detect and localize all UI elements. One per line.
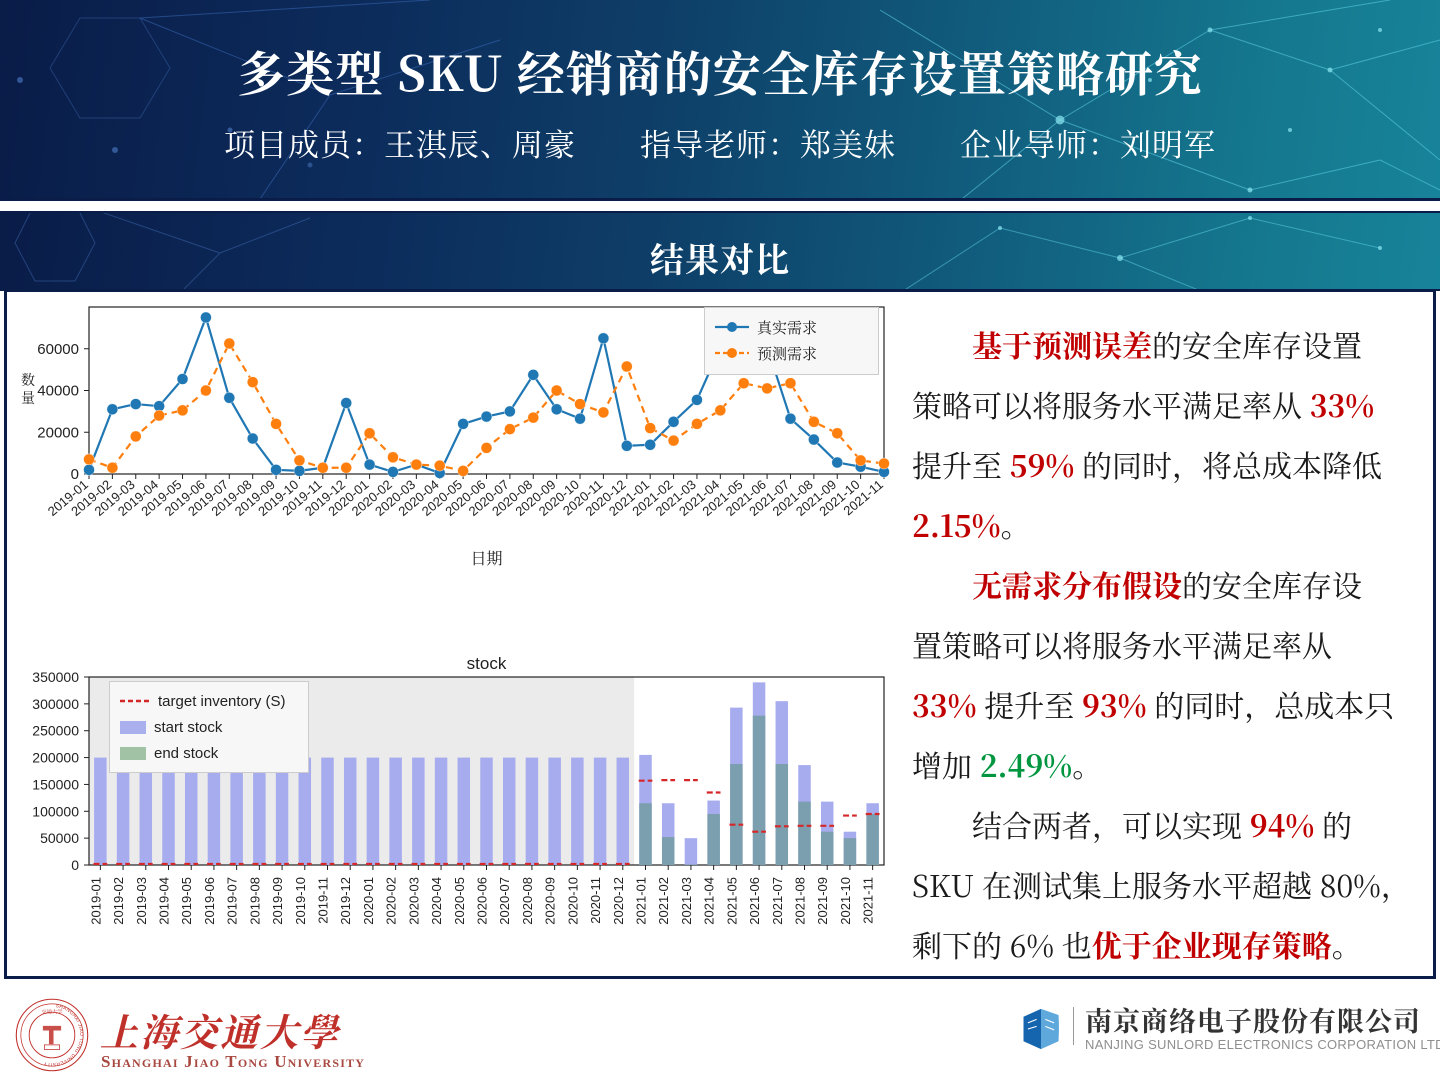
svg-text:数: 数 [21, 370, 35, 390]
svg-text:2019-10: 2019-10 [293, 877, 308, 925]
svg-text:60000: 60000 [37, 341, 79, 358]
svg-text:2019-04: 2019-04 [157, 877, 172, 925]
svg-text:2019-03: 2019-03 [134, 877, 149, 925]
svg-text:日期: 日期 [470, 546, 502, 569]
svg-text:100000: 100000 [32, 803, 79, 819]
svg-text:2020-08: 2020-08 [520, 877, 535, 925]
svg-text:300000: 300000 [32, 696, 79, 712]
svg-text:2020-07: 2020-07 [497, 877, 512, 925]
svg-text:2020-02: 2020-02 [384, 877, 399, 925]
svg-text:2021-09: 2021-09 [815, 877, 830, 925]
svg-text:200000: 200000 [32, 750, 79, 766]
svg-text:2020-06: 2020-06 [475, 877, 490, 925]
svg-text:20000: 20000 [37, 424, 79, 441]
svg-text:2021-08: 2021-08 [793, 877, 808, 925]
svg-text:stock: stock [467, 654, 507, 673]
svg-text:2021-01: 2021-01 [634, 877, 649, 925]
svg-text:2019-09: 2019-09 [270, 877, 285, 925]
svg-text:2020-01: 2020-01 [361, 877, 376, 925]
svg-text:2021-11: 2021-11 [861, 877, 876, 924]
svg-text:2021-10: 2021-10 [838, 877, 853, 925]
svg-text:350000: 350000 [32, 669, 79, 685]
svg-text:2019-11: 2019-11 [316, 877, 331, 924]
svg-text:0: 0 [71, 857, 79, 873]
svg-text:2019-06: 2019-06 [202, 877, 217, 925]
svg-text:2020-12: 2020-12 [611, 877, 626, 925]
svg-text:2019-05: 2019-05 [179, 877, 194, 925]
svg-text:40000: 40000 [37, 383, 79, 400]
svg-text:2020-04: 2020-04 [429, 877, 444, 925]
svg-text:150000: 150000 [32, 776, 79, 792]
svg-text:2019-08: 2019-08 [247, 877, 262, 925]
svg-text:2021-07: 2021-07 [770, 877, 785, 925]
svg-text:2020-05: 2020-05 [452, 877, 467, 925]
svg-text:250000: 250000 [32, 723, 79, 739]
svg-text:2019-12: 2019-12 [338, 877, 353, 925]
svg-text:2021-02: 2021-02 [656, 877, 671, 925]
svg-text:2020-10: 2020-10 [565, 877, 580, 925]
svg-text:2021-06: 2021-06 [747, 877, 762, 925]
svg-text:2020-09: 2020-09 [543, 877, 558, 925]
svg-text:2021-05: 2021-05 [724, 877, 739, 925]
svg-text:2019-07: 2019-07 [225, 877, 240, 925]
svg-text:2021-04: 2021-04 [702, 877, 717, 925]
svg-text:量: 量 [21, 388, 35, 408]
svg-text:2019-02: 2019-02 [111, 877, 126, 925]
svg-text:2021-03: 2021-03 [679, 877, 694, 925]
svg-text:2020-11: 2020-11 [588, 877, 603, 924]
svg-text:2019-01: 2019-01 [88, 877, 103, 925]
svg-text:50000: 50000 [40, 830, 79, 846]
svg-text:2020-03: 2020-03 [406, 877, 421, 925]
